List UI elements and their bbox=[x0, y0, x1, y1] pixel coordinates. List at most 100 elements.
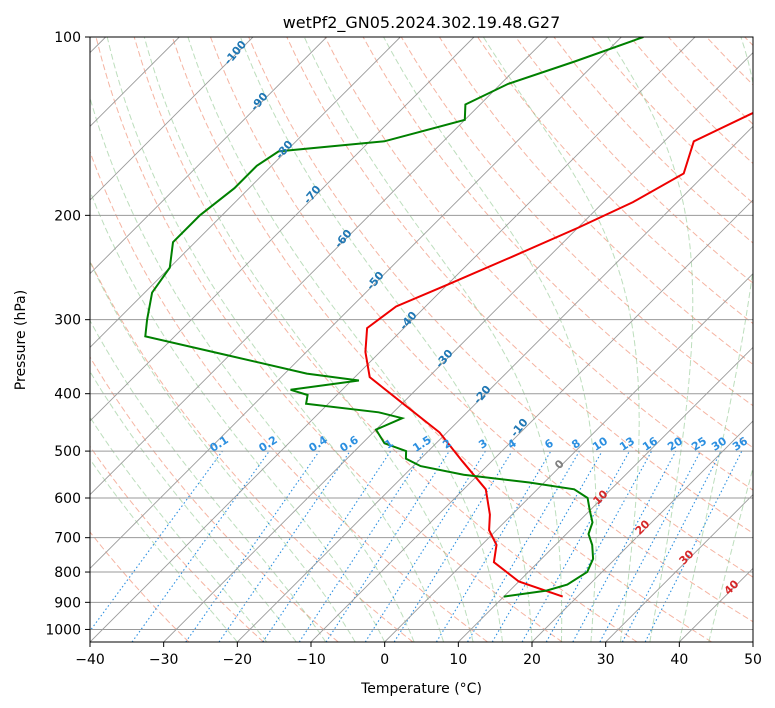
dry-adiabat-line bbox=[438, 37, 753, 366]
y-axis: 100 200 300 400 500 600 700 800 900 1000 bbox=[45, 30, 90, 638]
plot-frame bbox=[89, 36, 754, 643]
isotherm-line bbox=[90, 37, 622, 569]
moist-adiabat-line bbox=[90, 416, 268, 642]
x-tick-label: 50 bbox=[744, 652, 762, 668]
y-tick-label: 400 bbox=[54, 387, 81, 403]
mixing-ratio-line bbox=[393, 450, 513, 642]
isotherm-line bbox=[237, 125, 753, 642]
x-tick-label: 40 bbox=[670, 652, 688, 668]
moist-adiabat-line bbox=[106, 37, 445, 642]
line-label: -30 bbox=[433, 347, 456, 371]
mixing-ratio-line bbox=[262, 450, 392, 642]
y-tick-label: 900 bbox=[54, 595, 81, 611]
isotherm-line bbox=[605, 494, 753, 642]
mixing-ratio-line bbox=[644, 450, 743, 642]
y-tick-label: 100 bbox=[54, 30, 81, 46]
isotherm-line bbox=[90, 37, 696, 642]
dewpoint-trace bbox=[144, 37, 644, 598]
line-label: -80 bbox=[273, 138, 296, 162]
mixing-ratio-line bbox=[325, 450, 450, 642]
line-label: 3 bbox=[476, 437, 490, 452]
mixing-ratio-line bbox=[298, 450, 425, 642]
moist-adiabat-line bbox=[90, 458, 238, 642]
x-tick-label: 20 bbox=[523, 652, 541, 668]
isotherm-line bbox=[310, 199, 753, 642]
dry-adiabat-line bbox=[133, 37, 638, 642]
x-axis-label: Temperature (°C) bbox=[360, 681, 482, 697]
dry-adiabat-line bbox=[248, 37, 753, 578]
moist-adiabat-line bbox=[143, 37, 474, 642]
x-axis: −40 −30 −20 −10 0 10 20 30 40 50 bbox=[75, 642, 762, 668]
y-tick-label: 700 bbox=[54, 531, 81, 547]
y-tick-label: 600 bbox=[54, 491, 81, 507]
dry-adiabat-line bbox=[515, 37, 753, 284]
dry-adiabat-line bbox=[744, 37, 753, 47]
isotherms bbox=[90, 37, 753, 642]
line-label: 40 bbox=[722, 577, 742, 597]
mixing-ratio-line bbox=[90, 450, 223, 632]
isotherm-line bbox=[163, 52, 753, 642]
x-tick-label: 10 bbox=[449, 652, 467, 668]
x-tick-label: −30 bbox=[149, 652, 179, 668]
y-tick-label: 1000 bbox=[45, 622, 81, 638]
line-label: -90 bbox=[248, 90, 271, 114]
moist-adiabat-line bbox=[383, 37, 597, 642]
y-axis-label: Pressure (hPa) bbox=[13, 290, 29, 390]
line-label: -100 bbox=[221, 38, 249, 68]
moist-adiabat-line bbox=[239, 37, 533, 642]
isotherm-line bbox=[90, 37, 327, 275]
x-tick-label: 30 bbox=[597, 652, 615, 668]
dry-adiabat-line bbox=[90, 445, 264, 642]
sounding-traces bbox=[144, 37, 753, 598]
isotherm-line bbox=[531, 420, 753, 642]
line-label: 6 bbox=[542, 436, 556, 451]
line-label: 20 bbox=[633, 517, 653, 537]
mixing-ratio-line bbox=[491, 450, 603, 642]
line-label: 8 bbox=[569, 437, 583, 452]
dry-adiabat-line bbox=[95, 37, 563, 642]
dry-adiabat-line bbox=[400, 37, 753, 407]
y-tick-label: 300 bbox=[54, 313, 81, 329]
mixing-ratio-lines bbox=[90, 450, 743, 642]
mixing-ratio-line bbox=[185, 450, 320, 642]
moist-adiabat-line bbox=[607, 37, 694, 642]
line-label: 0 bbox=[552, 457, 567, 472]
x-tick-label: 0 bbox=[380, 652, 389, 668]
isotherm-line bbox=[679, 567, 753, 642]
line-label: -60 bbox=[332, 227, 355, 251]
isotherm-line bbox=[90, 37, 475, 422]
isotherm-line bbox=[90, 37, 401, 348]
mixing-ratio-line bbox=[572, 450, 677, 642]
moist-adiabat-line bbox=[678, 37, 753, 642]
line-label: -70 bbox=[301, 183, 324, 207]
line-label: 30 bbox=[677, 547, 697, 567]
y-tick-label: 800 bbox=[54, 565, 81, 581]
isotherm-line bbox=[384, 273, 753, 642]
dry-adiabat-line bbox=[171, 37, 712, 642]
mixing-ratio-line bbox=[218, 450, 351, 642]
y-tick-label: 200 bbox=[54, 208, 81, 224]
dry-adiabat-line bbox=[90, 259, 414, 642]
isotherm-line bbox=[752, 641, 753, 642]
mixing-ratio-line bbox=[467, 450, 580, 642]
moist-adiabats bbox=[90, 37, 753, 642]
x-tick-label: −40 bbox=[75, 652, 105, 668]
temperature-trace bbox=[364, 111, 753, 598]
line-label: -20 bbox=[471, 383, 494, 407]
mixing-ratio-line bbox=[364, 450, 486, 642]
moist-adiabat-line bbox=[90, 260, 356, 642]
dry-adiabat-line bbox=[706, 37, 753, 86]
x-tick-label: −10 bbox=[296, 652, 326, 668]
line-label: -50 bbox=[364, 269, 387, 293]
mixing-ratio-line bbox=[545, 450, 653, 642]
plot-area: -100-90-80-70-60-50-40-30-20-100.1 0.2 0.4… bbox=[90, 37, 753, 642]
chart-title: wetPf2_GN05.2024.302.19.48.G27 bbox=[283, 13, 561, 33]
moist-adiabat-line bbox=[90, 370, 297, 642]
x-tick-label: −20 bbox=[223, 652, 253, 668]
dry-adiabat-line bbox=[90, 531, 190, 642]
moist-adiabat-line bbox=[90, 189, 386, 642]
y-tick-label: 500 bbox=[54, 444, 81, 460]
isobars bbox=[90, 37, 753, 630]
line-label: -40 bbox=[397, 309, 420, 333]
